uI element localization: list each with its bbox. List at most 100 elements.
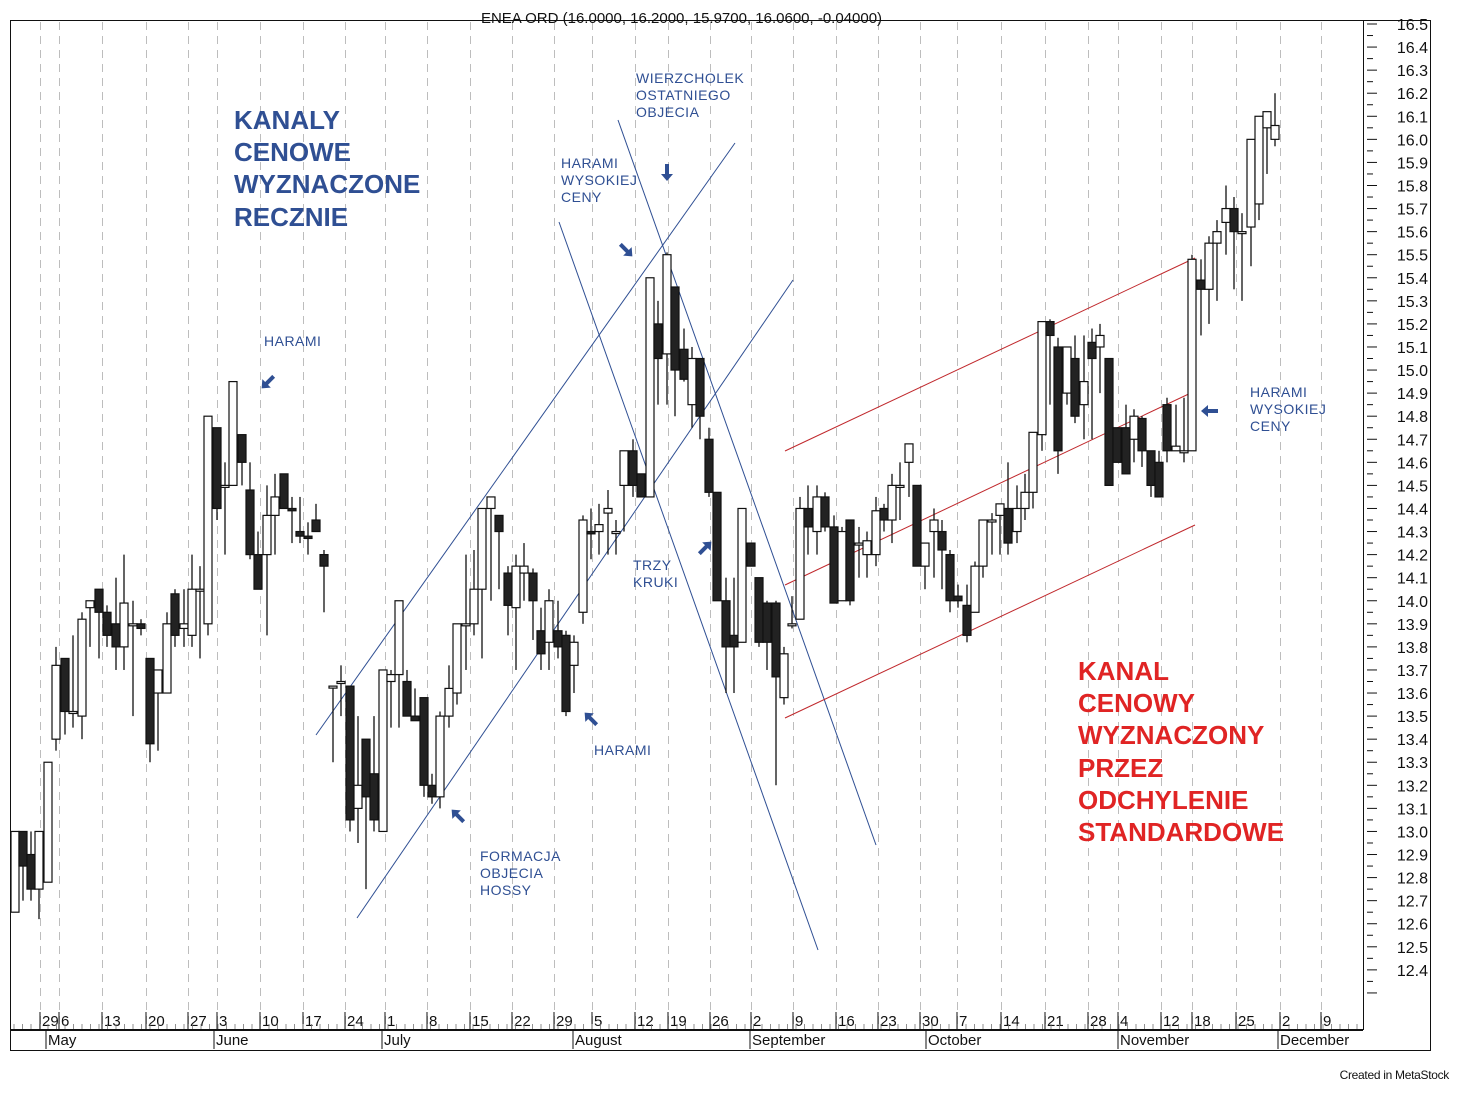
plot-frame [10, 20, 1431, 1051]
candle [60, 657, 70, 735]
candle [410, 688, 420, 722]
x-day-label: 9 [1323, 1013, 1331, 1030]
y-tick-label: 14.5 [1397, 478, 1428, 495]
candle [695, 357, 705, 440]
vertical-gridlines [40, 22, 1322, 1028]
candle [754, 577, 764, 647]
candle [1079, 335, 1089, 440]
candle [435, 711, 445, 809]
candle [812, 485, 822, 555]
candle [578, 515, 588, 624]
candle [237, 434, 247, 486]
x-day-label: 17 [305, 1013, 322, 1030]
annotation-manual-channels: KANALY CENOWE WYZNACZONE RECZNIE [234, 105, 421, 232]
candle [594, 503, 604, 555]
y-tick-label: 13.9 [1397, 617, 1428, 634]
candle [369, 716, 379, 832]
candle [212, 427, 222, 521]
candle [34, 830, 44, 920]
y-tick-label: 13.7 [1397, 663, 1428, 680]
candle [394, 600, 404, 728]
annotation-harami-high-2: HARAMI WYSOKIEJ CENY [1250, 384, 1327, 435]
y-tick-label: 16.4 [1397, 40, 1428, 57]
candle [402, 669, 412, 717]
y-tick-label: 15.7 [1397, 202, 1428, 219]
candle [679, 328, 689, 382]
candle [136, 619, 146, 636]
y-tick-label: 16.3 [1397, 63, 1428, 80]
manual-channel-1-upper [315, 142, 736, 736]
candle [603, 490, 613, 555]
x-month-label: December [1280, 1032, 1349, 1049]
candle [879, 503, 889, 532]
candle [361, 738, 371, 890]
candle [1262, 111, 1272, 174]
stddev-upper [784, 257, 1196, 452]
candle [586, 508, 596, 560]
manual-channel-2-lower [558, 221, 819, 951]
x-day-label: 27 [190, 1013, 207, 1030]
y-tick-label: 15.1 [1397, 340, 1428, 357]
y-tick-label: 15.9 [1397, 155, 1428, 172]
x-day-label: 30 [922, 1013, 939, 1030]
y-tick-label: 12.6 [1397, 917, 1428, 934]
candle [787, 596, 797, 629]
candle [1270, 93, 1280, 147]
candle [179, 589, 189, 647]
candle [662, 252, 672, 405]
candle [1037, 321, 1047, 451]
x-day-label: 3 [219, 1013, 227, 1030]
candle [1154, 450, 1164, 498]
candle [18, 830, 28, 901]
y-tick-label: 14.4 [1397, 501, 1428, 518]
candle [645, 277, 655, 498]
x-day-label: 13 [104, 1013, 121, 1030]
candle [746, 542, 756, 567]
x-day-label: 29 [42, 1013, 59, 1030]
x-day-label: 24 [347, 1013, 364, 1030]
x-day-label: 8 [429, 1013, 437, 1030]
candle [1146, 450, 1156, 497]
y-tick-label: 15.5 [1397, 248, 1428, 265]
candle [611, 520, 621, 555]
y-tick-label: 12.9 [1397, 848, 1428, 865]
candle [43, 761, 53, 883]
x-day-label: 23 [880, 1013, 897, 1030]
y-tick-label: 13.5 [1397, 709, 1428, 726]
y-tick-label: 16.1 [1397, 109, 1428, 126]
x-day-label: 25 [1238, 1013, 1255, 1030]
annotation-bullish-engulfing: FORMACJA OBJECIA HOSSY [480, 848, 561, 899]
candle [544, 589, 554, 670]
y-tick-label: 13.6 [1397, 686, 1428, 703]
x-day-label: 15 [472, 1013, 489, 1030]
candle [1246, 138, 1256, 267]
y-tick-label: 16.5 [1397, 17, 1428, 34]
candle [1129, 409, 1139, 463]
candle [887, 473, 897, 544]
annotation-harami-1: HARAMI [264, 333, 322, 349]
candles [10, 93, 1280, 920]
candle [270, 473, 280, 555]
arrow-icon [618, 242, 633, 257]
y-tick-label: 12.4 [1397, 963, 1428, 980]
candle [295, 496, 305, 544]
y-tick-label: 14.2 [1397, 548, 1428, 565]
candle [762, 600, 772, 670]
x-day-label: 21 [1047, 1013, 1064, 1030]
x-day-label: 12 [1163, 1013, 1180, 1030]
candle [803, 485, 813, 555]
candle [1221, 185, 1231, 255]
x-day-label: 12 [637, 1013, 654, 1030]
x-month-label: November [1120, 1032, 1189, 1049]
candle [444, 665, 454, 728]
arrow-icon [1201, 405, 1218, 417]
candle [845, 519, 855, 606]
candle [862, 531, 872, 578]
candle [837, 526, 847, 602]
candle [303, 522, 313, 555]
y-tick-label: 12.5 [1397, 940, 1428, 957]
candle [1087, 328, 1097, 440]
candle [353, 716, 363, 843]
candle [51, 646, 61, 751]
candle [1204, 236, 1214, 324]
